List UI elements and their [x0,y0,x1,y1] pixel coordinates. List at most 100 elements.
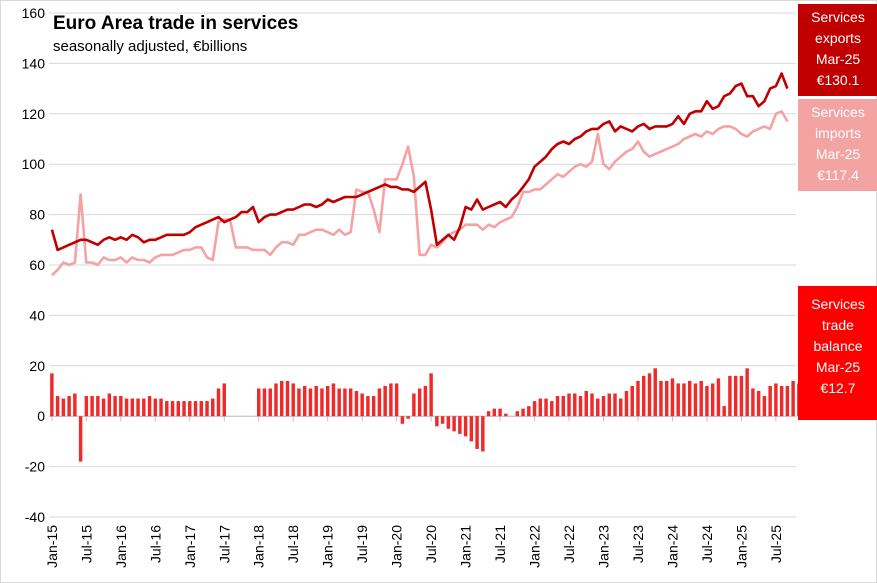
x-tick-label: Jul-22 [561,525,577,563]
balance-bar [481,416,485,452]
balance-bar [371,396,376,417]
callout-line: balance [813,338,863,354]
callout-line: Mar-25 [815,146,861,162]
balance-bar [406,416,410,419]
balance-bar [170,401,175,417]
balance-bar [153,398,158,417]
exports-callout: Services exports Mar-25 €130.1 [798,4,877,96]
balance-bar [785,385,790,417]
balance-bar [670,378,675,417]
balance-bar [682,383,686,417]
balance-bar [412,393,416,417]
balance-bar [768,385,772,417]
balance-bar [607,393,611,417]
balance-bar [463,416,468,437]
balance-bar [728,375,732,417]
balance-bar [779,385,784,417]
balance-bar [314,385,318,417]
callout-line: exports [815,30,861,46]
balance-bar [527,406,531,417]
callout-line: trade [822,317,854,333]
balance-bar [285,380,290,417]
balance-bar [50,373,54,417]
balance-bar [475,416,479,449]
balance-bar [302,385,307,417]
balance-bar [113,396,117,417]
x-tick-label: Jan-19 [320,525,336,568]
balance-bar [653,368,657,417]
balance-bar [119,396,123,417]
balance-bar [561,396,566,417]
balance-bar [716,378,721,417]
balance-bar [429,373,433,417]
balance-bar [182,401,186,417]
series-lines [50,72,789,277]
x-tick-label: Jan-16 [113,525,129,568]
y-tick-label: 60 [29,257,45,273]
balance-bar [733,375,738,417]
balance-bar [222,383,226,417]
balance-bar [647,373,652,417]
balance-bar [619,398,623,417]
y-tick-label: 20 [29,358,45,374]
y-tick-label: 140 [22,55,46,71]
callout-line: Services [811,9,865,25]
balance-bar [567,393,571,417]
balance-bar [279,380,284,417]
balance-bar [73,393,77,417]
x-tick-label: Jul-23 [630,525,646,563]
x-tick-label: Jan-17 [182,525,198,568]
y-axis: -40 -20 0 20 40 60 80 100 120 140 160 [22,5,46,525]
balance-bar [205,401,209,417]
balance-bar [596,398,600,417]
balance-bar [142,398,146,417]
balance-bar [504,413,508,417]
balance-bar [486,411,491,417]
y-tick-label: -40 [25,509,45,525]
balance-bar [498,408,502,417]
balance-bar [343,388,347,417]
balance-bar [389,383,393,417]
x-tick-label: Jul-20 [423,525,439,563]
balance-bar [107,393,112,417]
balance-bar [705,385,709,417]
callout-line: Mar-25 [815,51,861,67]
balance-bar [538,398,543,417]
callout-line: Services [811,296,865,312]
balance-bar [101,398,106,417]
balance-bar [446,416,451,429]
balance-bar [216,388,221,417]
balance-bar [693,383,698,417]
balance-bar [96,396,100,417]
balance-bar [78,416,83,462]
balance-bar [452,416,456,432]
balance-bar [136,398,140,417]
x-tick-label: Jan-21 [458,525,474,568]
x-tick-label: Jan-15 [44,525,60,568]
balance-bar [550,401,554,417]
balance-bar [400,416,405,424]
balance-bar [188,401,192,417]
balance-bar [417,388,422,417]
balance-bar [325,385,330,417]
balance-bar [84,396,89,417]
balance-bar [710,383,715,417]
balance-bar [791,380,795,417]
y-tick-label: 160 [22,5,46,21]
balance-bar [590,393,594,417]
balance-bar [573,393,577,417]
balance-bar [165,401,169,417]
y-tick-label: 80 [29,207,45,223]
balance-bar [297,388,301,417]
balance-bar [762,396,767,417]
balance-bar [722,406,726,417]
balance-bar [268,388,272,417]
x-tick-label: Jan-20 [389,525,405,568]
balance-bar [308,388,313,417]
balance-bar [613,393,617,417]
balance-bar [90,396,94,417]
balance-bar [360,393,364,417]
balance-bar [756,391,761,417]
x-tick-label: Jul-24 [699,525,715,563]
